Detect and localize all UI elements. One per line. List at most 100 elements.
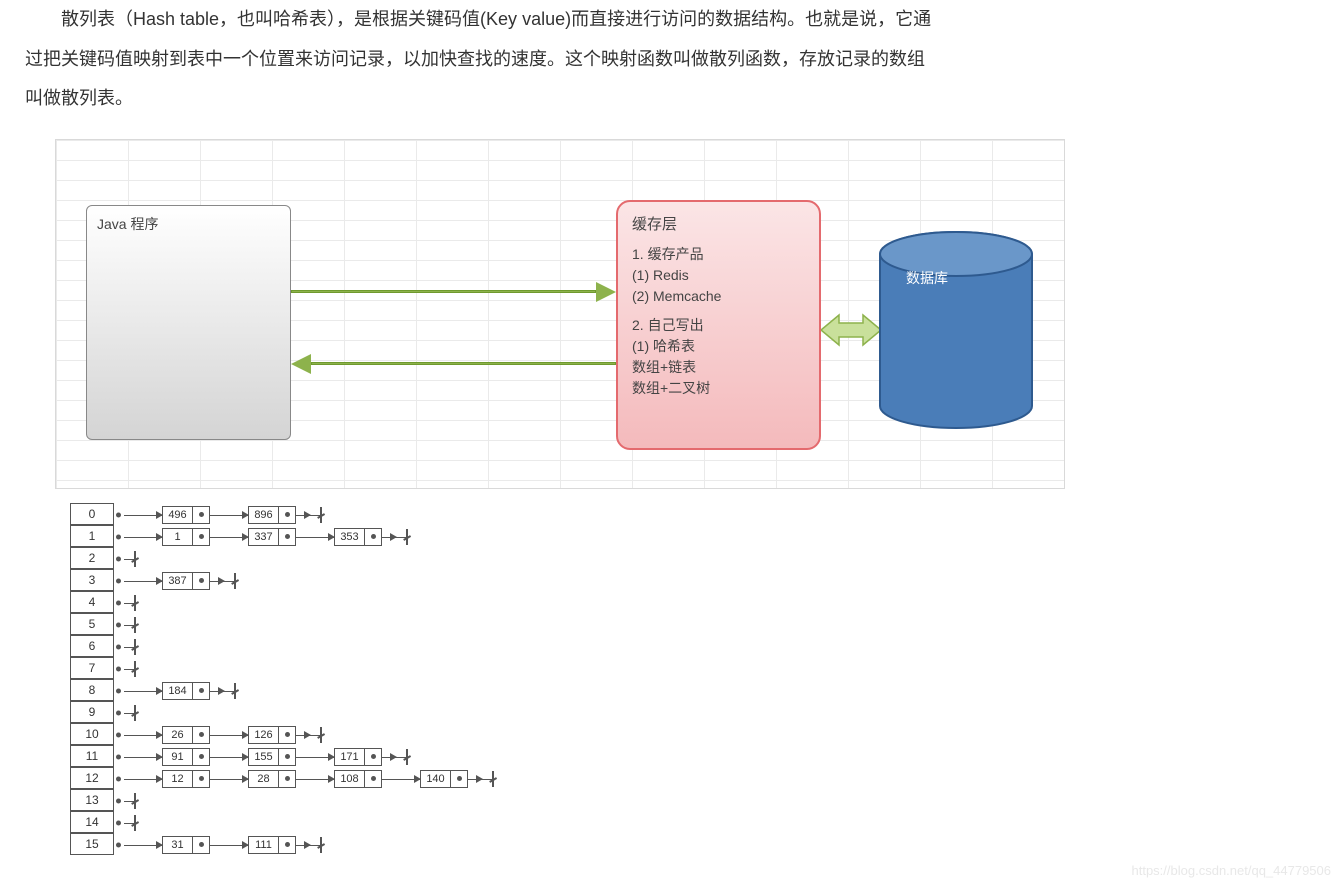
hash-node: 28: [248, 770, 296, 788]
link-arrow: [210, 724, 248, 746]
page: 散列表（Hash table，也叫哈希表），是根据关键码值(Key value)…: [0, 0, 1341, 883]
hash-node-value: 12: [163, 771, 193, 787]
hash-node-pointer: [365, 529, 381, 545]
link-arrow: [124, 724, 162, 746]
hash-node-pointer: [193, 749, 209, 765]
null-terminator: [224, 570, 244, 592]
null-terminator: [310, 724, 330, 746]
hash-node-pointer: [279, 529, 295, 545]
java-box-label: Java 程序: [97, 216, 158, 232]
cache-title: 缓存层: [632, 214, 805, 237]
hash-node-value: 353: [335, 529, 365, 545]
hash-node: 496: [162, 506, 210, 524]
hash-node-pointer: [193, 727, 209, 743]
arrow-java-to-cache-head: [596, 282, 616, 302]
hash-row: 9: [70, 702, 770, 724]
link-arrow: [296, 504, 310, 526]
cache-l3: (2) Memcache: [632, 286, 805, 307]
null-terminator: [396, 526, 416, 548]
hash-row: 6: [70, 636, 770, 658]
null-terminator: [310, 834, 330, 856]
hash-node-value: 140: [421, 771, 451, 787]
hash-node: 1: [162, 528, 210, 546]
hash-node: 91: [162, 748, 210, 766]
hash-row: 5: [70, 614, 770, 636]
database-label: 数据库: [906, 268, 948, 288]
hash-row: 2: [70, 548, 770, 570]
hash-index-cell: 2: [70, 547, 114, 569]
arrow-cache-to-java-line: [311, 362, 616, 365]
hash-node-pointer: [279, 507, 295, 523]
hash-index-cell: 14: [70, 811, 114, 833]
null-terminator: [310, 504, 330, 526]
link-arrow: [124, 680, 162, 702]
link-arrow: [210, 746, 248, 768]
null-terminator: [124, 812, 144, 834]
cache-l5: (1) 哈希表: [632, 336, 805, 357]
hash-index-cell: 9: [70, 701, 114, 723]
null-terminator: [124, 592, 144, 614]
hash-row: 8 184: [70, 680, 770, 702]
hash-node: 184: [162, 682, 210, 700]
hash-index-cell: 8: [70, 679, 114, 701]
link-arrow: [124, 834, 162, 856]
hash-node-value: 387: [163, 573, 193, 589]
hash-node-value: 184: [163, 683, 193, 699]
hash-index-cell: 13: [70, 789, 114, 811]
hash-node: 31: [162, 836, 210, 854]
hash-node: 111: [248, 836, 296, 854]
hash-node-value: 896: [249, 507, 279, 523]
cache-l4: 2. 自己写出: [632, 315, 805, 336]
database-cylinder: [876, 230, 1036, 430]
hash-index-cell: 7: [70, 657, 114, 679]
hash-node: 337: [248, 528, 296, 546]
hash-node: 108: [334, 770, 382, 788]
hash-node-pointer: [279, 837, 295, 853]
hash-node-value: 31: [163, 837, 193, 853]
hash-node: 353: [334, 528, 382, 546]
hash-node-value: 108: [335, 771, 365, 787]
hash-row: 7: [70, 658, 770, 680]
hash-row: 0496896: [70, 504, 770, 526]
java-program-box: Java 程序: [86, 205, 291, 440]
cache-l7: 数组+二叉树: [632, 378, 805, 399]
link-arrow: [296, 724, 310, 746]
link-arrow: [296, 526, 334, 548]
null-terminator: [482, 768, 502, 790]
hash-index-cell: 15: [70, 833, 114, 855]
hash-row: 1026126: [70, 724, 770, 746]
hash-node-pointer: [279, 749, 295, 765]
hash-node-pointer: [193, 507, 209, 523]
hash-node-value: 26: [163, 727, 193, 743]
hash-table-diagram: 0496896113373532338745678184910261261191…: [70, 504, 770, 856]
hash-row: 15 31 111: [70, 834, 770, 856]
hash-row: 14: [70, 812, 770, 834]
hash-index-cell: 5: [70, 613, 114, 635]
hash-node-pointer: [365, 749, 381, 765]
null-terminator: [124, 790, 144, 812]
hash-node-pointer: [193, 771, 209, 787]
hash-node: 155: [248, 748, 296, 766]
intro-paragraph: 散列表（Hash table，也叫哈希表），是根据关键码值(Key value)…: [0, 0, 1341, 129]
hash-node: 387: [162, 572, 210, 590]
link-arrow: [124, 768, 162, 790]
cache-l6: 数组+链表: [632, 357, 805, 378]
hash-node-value: 91: [163, 749, 193, 765]
cache-layer-box: 缓存层 1. 缓存产品 (1) Redis (2) Memcache 2. 自己…: [616, 200, 821, 450]
arrow-cache-db-double: [821, 310, 881, 350]
hash-index-cell: 1: [70, 525, 114, 547]
null-terminator: [124, 702, 144, 724]
hash-row: 3387: [70, 570, 770, 592]
intro-line1: 散列表（Hash table，也叫哈希表），是根据关键码值(Key value)…: [61, 9, 931, 29]
null-terminator: [124, 548, 144, 570]
hash-node-value: 1: [163, 529, 193, 545]
hash-node-value: 337: [249, 529, 279, 545]
hash-node-value: 111: [249, 837, 279, 853]
link-arrow: [210, 570, 224, 592]
hash-index-cell: 12: [70, 767, 114, 789]
hash-node-pointer: [365, 771, 381, 787]
hash-index-cell: 10: [70, 723, 114, 745]
hash-node-value: 28: [249, 771, 279, 787]
link-arrow: [468, 768, 482, 790]
link-arrow: [210, 768, 248, 790]
